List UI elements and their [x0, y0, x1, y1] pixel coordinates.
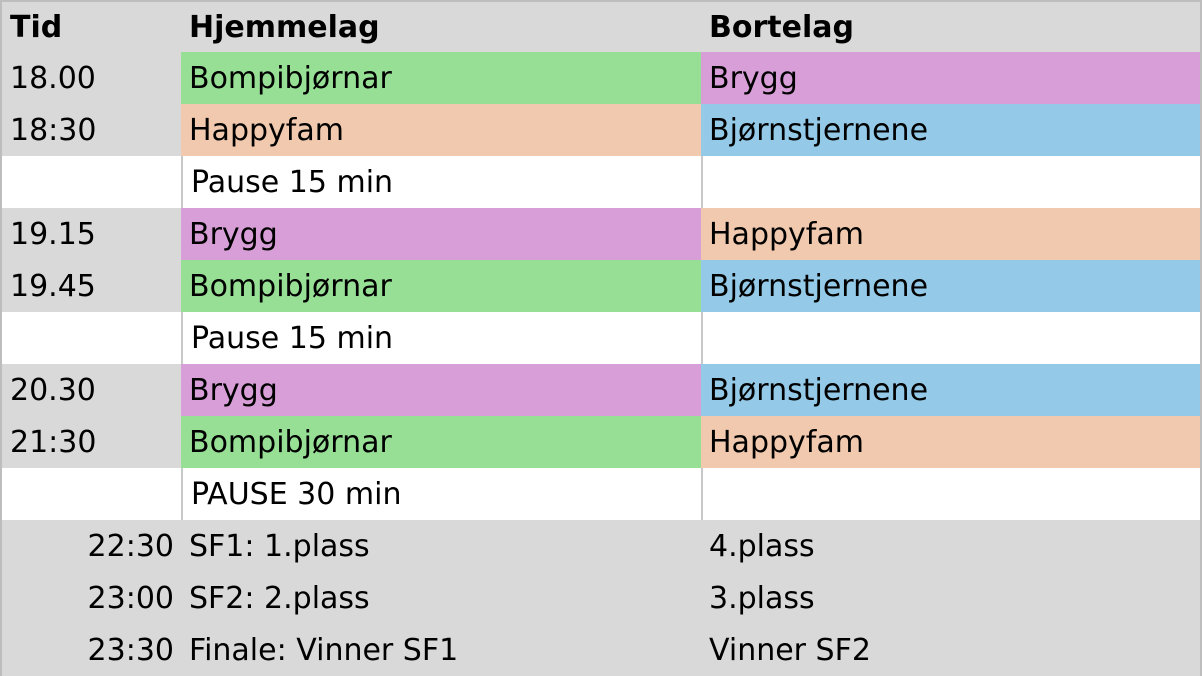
away-team-cell[interactable]: Bjørnstjernene — [701, 364, 1200, 416]
away-team-cell[interactable]: 3.plass — [701, 572, 1200, 624]
table-row: 19.45 Bompibjørnar Bjørnstjernene — [2, 260, 1200, 312]
home-team-cell[interactable]: Brygg — [181, 208, 701, 260]
pause-row: Pause 15 min — [2, 156, 1200, 208]
away-team-cell[interactable]: Happyfam — [701, 416, 1200, 468]
away-team-cell[interactable] — [701, 312, 1200, 364]
playoff-row: 23:30 Finale: Vinner SF1 Vinner SF2 — [2, 624, 1200, 676]
time-cell[interactable]: 23:00 — [2, 572, 181, 624]
pause-cell[interactable]: Pause 15 min — [181, 156, 701, 208]
pause-cell[interactable]: PAUSE 30 min — [181, 468, 701, 520]
playoff-row: 23:00 SF2: 2.plass 3.plass — [2, 572, 1200, 624]
time-cell[interactable]: 19.15 — [2, 208, 181, 260]
home-team-cell[interactable]: SF2: 2.plass — [181, 572, 701, 624]
away-team-cell[interactable]: Brygg — [701, 52, 1200, 104]
table-row: 18.00 Bompibjørnar Brygg — [2, 52, 1200, 104]
home-team-cell[interactable]: Happyfam — [181, 104, 701, 156]
away-team-cell[interactable]: Happyfam — [701, 208, 1200, 260]
home-team-cell[interactable]: Brygg — [181, 364, 701, 416]
time-cell[interactable] — [2, 156, 181, 208]
away-team-cell[interactable] — [701, 468, 1200, 520]
home-team-cell[interactable]: SF1: 1.plass — [181, 520, 701, 572]
away-team-cell[interactable]: 4.plass — [701, 520, 1200, 572]
time-cell[interactable]: 18:30 — [2, 104, 181, 156]
time-cell[interactable]: 20.30 — [2, 364, 181, 416]
away-team-cell[interactable]: Bjørnstjernene — [701, 104, 1200, 156]
playoff-row: 22:30 SF1: 1.plass 4.plass — [2, 520, 1200, 572]
header-away[interactable]: Bortelag — [701, 2, 1200, 52]
time-cell[interactable] — [2, 312, 181, 364]
pause-cell[interactable]: Pause 15 min — [181, 312, 701, 364]
away-team-cell[interactable] — [701, 156, 1200, 208]
table-row: 19.15 Brygg Happyfam — [2, 208, 1200, 260]
away-team-cell[interactable]: Vinner SF2 — [701, 624, 1200, 676]
home-team-cell[interactable]: Bompibjørnar — [181, 260, 701, 312]
time-cell[interactable]: 19.45 — [2, 260, 181, 312]
table-row: 20.30 Brygg Bjørnstjernene — [2, 364, 1200, 416]
home-team-cell[interactable]: Bompibjørnar — [181, 52, 701, 104]
time-cell[interactable]: 21:30 — [2, 416, 181, 468]
away-team-cell[interactable]: Bjørnstjernene — [701, 260, 1200, 312]
home-team-cell[interactable]: Bompibjørnar — [181, 416, 701, 468]
pause-row: PAUSE 30 min — [2, 468, 1200, 520]
table-row: 21:30 Bompibjørnar Happyfam — [2, 416, 1200, 468]
header-time[interactable]: Tid — [2, 2, 181, 52]
time-cell[interactable]: 18.00 — [2, 52, 181, 104]
header-home[interactable]: Hjemmelag — [181, 2, 701, 52]
pause-row: Pause 15 min — [2, 312, 1200, 364]
table-row: 18:30 Happyfam Bjørnstjernene — [2, 104, 1200, 156]
time-cell[interactable] — [2, 468, 181, 520]
header-row: Tid Hjemmelag Bortelag — [2, 2, 1200, 52]
time-cell[interactable]: 23:30 — [2, 624, 181, 676]
home-team-cell[interactable]: Finale: Vinner SF1 — [181, 624, 701, 676]
time-cell[interactable]: 22:30 — [2, 520, 181, 572]
